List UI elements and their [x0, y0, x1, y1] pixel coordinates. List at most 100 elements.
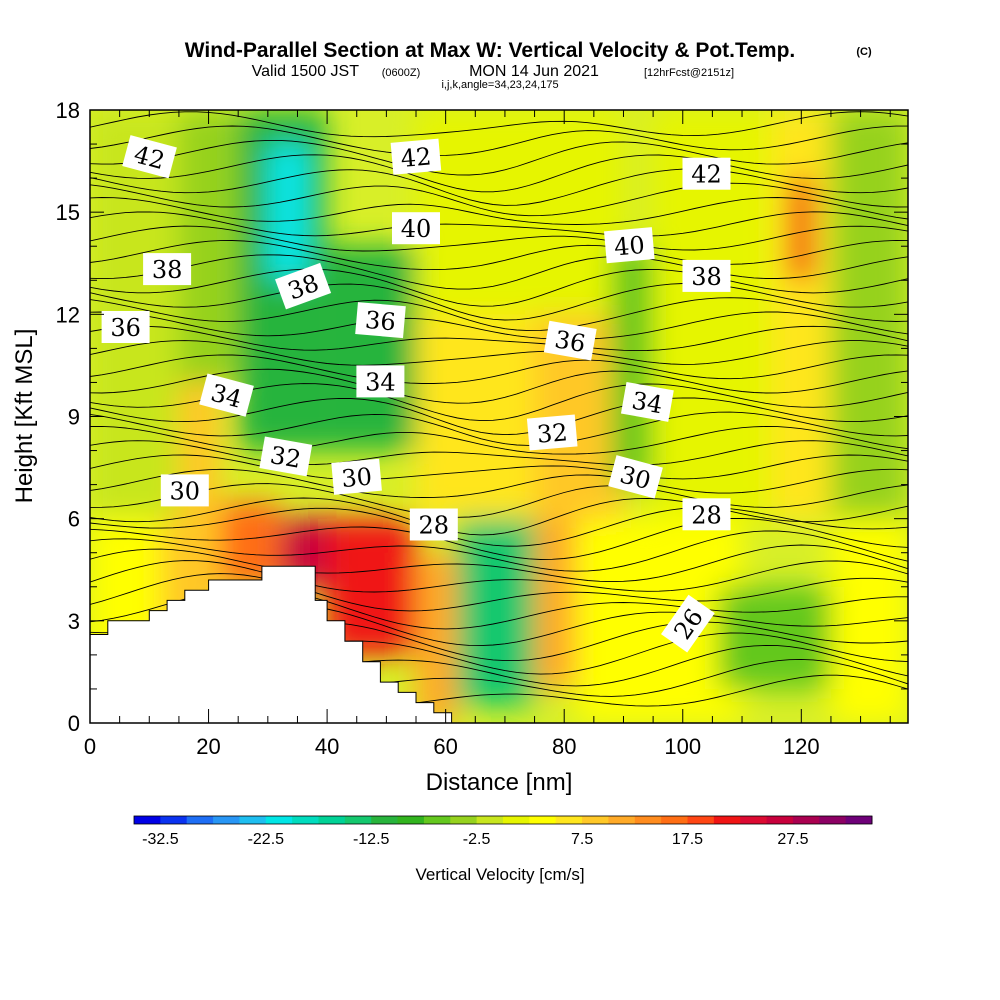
contour-label-box — [355, 302, 406, 339]
contour-label-text: 28 — [691, 501, 722, 529]
colorbar-swatch — [344, 816, 372, 824]
isentrope-line — [90, 197, 908, 225]
contour-label-box — [543, 320, 597, 361]
contour-label-box — [122, 135, 177, 179]
colorbar-tick-label: 27.5 — [777, 831, 808, 848]
contour-label: 42 — [390, 138, 442, 175]
velocity-cell — [416, 110, 624, 315]
contour-label-box — [160, 474, 209, 507]
colorbar-tick-label: -12.5 — [353, 831, 390, 848]
velocity-cell — [267, 144, 310, 281]
contour-label-box — [608, 455, 663, 499]
x-tick-label: 20 — [196, 734, 220, 759]
velocity-cell — [771, 110, 831, 519]
colorbar-swatch — [687, 816, 715, 824]
isentrope-line — [90, 254, 908, 290]
contour-label-text: 32 — [268, 441, 303, 474]
colorbar-swatch — [265, 816, 293, 824]
velocity-cell — [789, 178, 814, 281]
y-tick-label: 9 — [68, 405, 80, 430]
x-tick-label: 40 — [315, 734, 339, 759]
contour-label: 34 — [356, 365, 405, 398]
isentrope-line — [90, 168, 908, 206]
isentrope-line — [90, 325, 908, 352]
valid-utc: (0600Z) — [382, 67, 421, 79]
isentrope-line — [90, 182, 908, 217]
isentrope-line — [90, 517, 908, 560]
section-info: i,j,k,angle=34,23,24,175 — [441, 79, 558, 91]
x-tick-label: 100 — [664, 734, 701, 759]
isentrope-line — [90, 340, 908, 366]
colorbar-tick-label: -22.5 — [248, 831, 285, 848]
contour-label: 32 — [259, 436, 313, 477]
colorbar-tick-label: 17.5 — [672, 831, 703, 848]
isentrope-line — [90, 573, 908, 612]
velocity-cell — [534, 518, 577, 689]
contour-label-box — [409, 508, 458, 541]
colorbar-swatch — [713, 816, 741, 824]
isentrope-line — [90, 125, 908, 157]
isentrope-line — [90, 139, 908, 176]
contour-label-box — [275, 262, 332, 310]
x-tick-label: 0 — [84, 734, 96, 759]
colorbar-swatch — [239, 816, 267, 824]
contour-label: 42 — [682, 157, 731, 190]
isentrope-line — [90, 411, 908, 446]
contour-label-box — [661, 594, 715, 653]
contour-label: 42 — [122, 135, 177, 179]
contour-label: 34 — [199, 373, 254, 417]
isentrope-line — [90, 397, 908, 436]
velocity-cell — [718, 586, 831, 689]
plot-area — [90, 110, 908, 723]
forecast-info: [12hrFcst@2151z] — [644, 67, 734, 79]
colorbar-swatch — [292, 816, 319, 824]
colorbar-label: Vertical Velocity [cm/s] — [415, 865, 584, 884]
contour-label: 30 — [608, 455, 663, 499]
contour-label: 38 — [682, 259, 731, 292]
contour-label-box — [392, 212, 440, 245]
contour-label: 32 — [526, 414, 578, 451]
contour-label-text: 34 — [630, 386, 665, 419]
colorbar-swatch — [503, 816, 530, 824]
isentrope-line — [90, 425, 908, 455]
colorbar-frame — [133, 815, 873, 825]
contour-label-text: 36 — [364, 306, 397, 337]
isentrope-line — [90, 497, 908, 536]
contour-label: 28 — [682, 498, 731, 531]
colorbar-swatch — [529, 816, 557, 824]
contour-label-box — [620, 381, 674, 422]
contour-label: 36 — [101, 311, 150, 343]
colorbar-tick-label: -32.5 — [142, 831, 179, 848]
isentrope-line — [90, 211, 908, 237]
contour-label-box — [199, 373, 254, 417]
colorbar-swatch — [450, 816, 478, 824]
colorbar-swatch — [423, 816, 451, 824]
colorbar-swatch — [134, 816, 161, 824]
y-axis-label: Height [Kft MSL] — [11, 329, 38, 504]
isentrope-line — [90, 354, 908, 384]
contour-label-box — [331, 458, 382, 495]
contour-label-text: 30 — [170, 477, 201, 505]
contour-label-text: 30 — [340, 463, 373, 494]
contour-label-box — [682, 498, 731, 531]
isentrope-line — [90, 111, 908, 138]
colorbar-swatch — [792, 816, 820, 824]
contour-label-box — [356, 365, 405, 398]
isentrope-line — [90, 468, 908, 498]
isentrope-line — [90, 283, 908, 321]
contour-label-text: 34 — [365, 368, 396, 396]
contour-label-box — [604, 227, 655, 264]
velocity-cell — [576, 518, 743, 723]
contour-label-text: 42 — [400, 142, 433, 173]
y-tick-label: 6 — [68, 507, 80, 532]
colorbar-swatch — [819, 816, 847, 824]
contour-label: 40 — [604, 227, 655, 264]
contour-label-box — [682, 157, 731, 190]
contour-label: 40 — [392, 212, 440, 245]
contour-label: 30 — [331, 458, 382, 495]
contour-label-box — [143, 253, 192, 286]
colorbar-tick-label: -2.5 — [463, 831, 491, 848]
isentrope-line — [90, 154, 908, 193]
colorbar-swatch — [371, 816, 399, 824]
